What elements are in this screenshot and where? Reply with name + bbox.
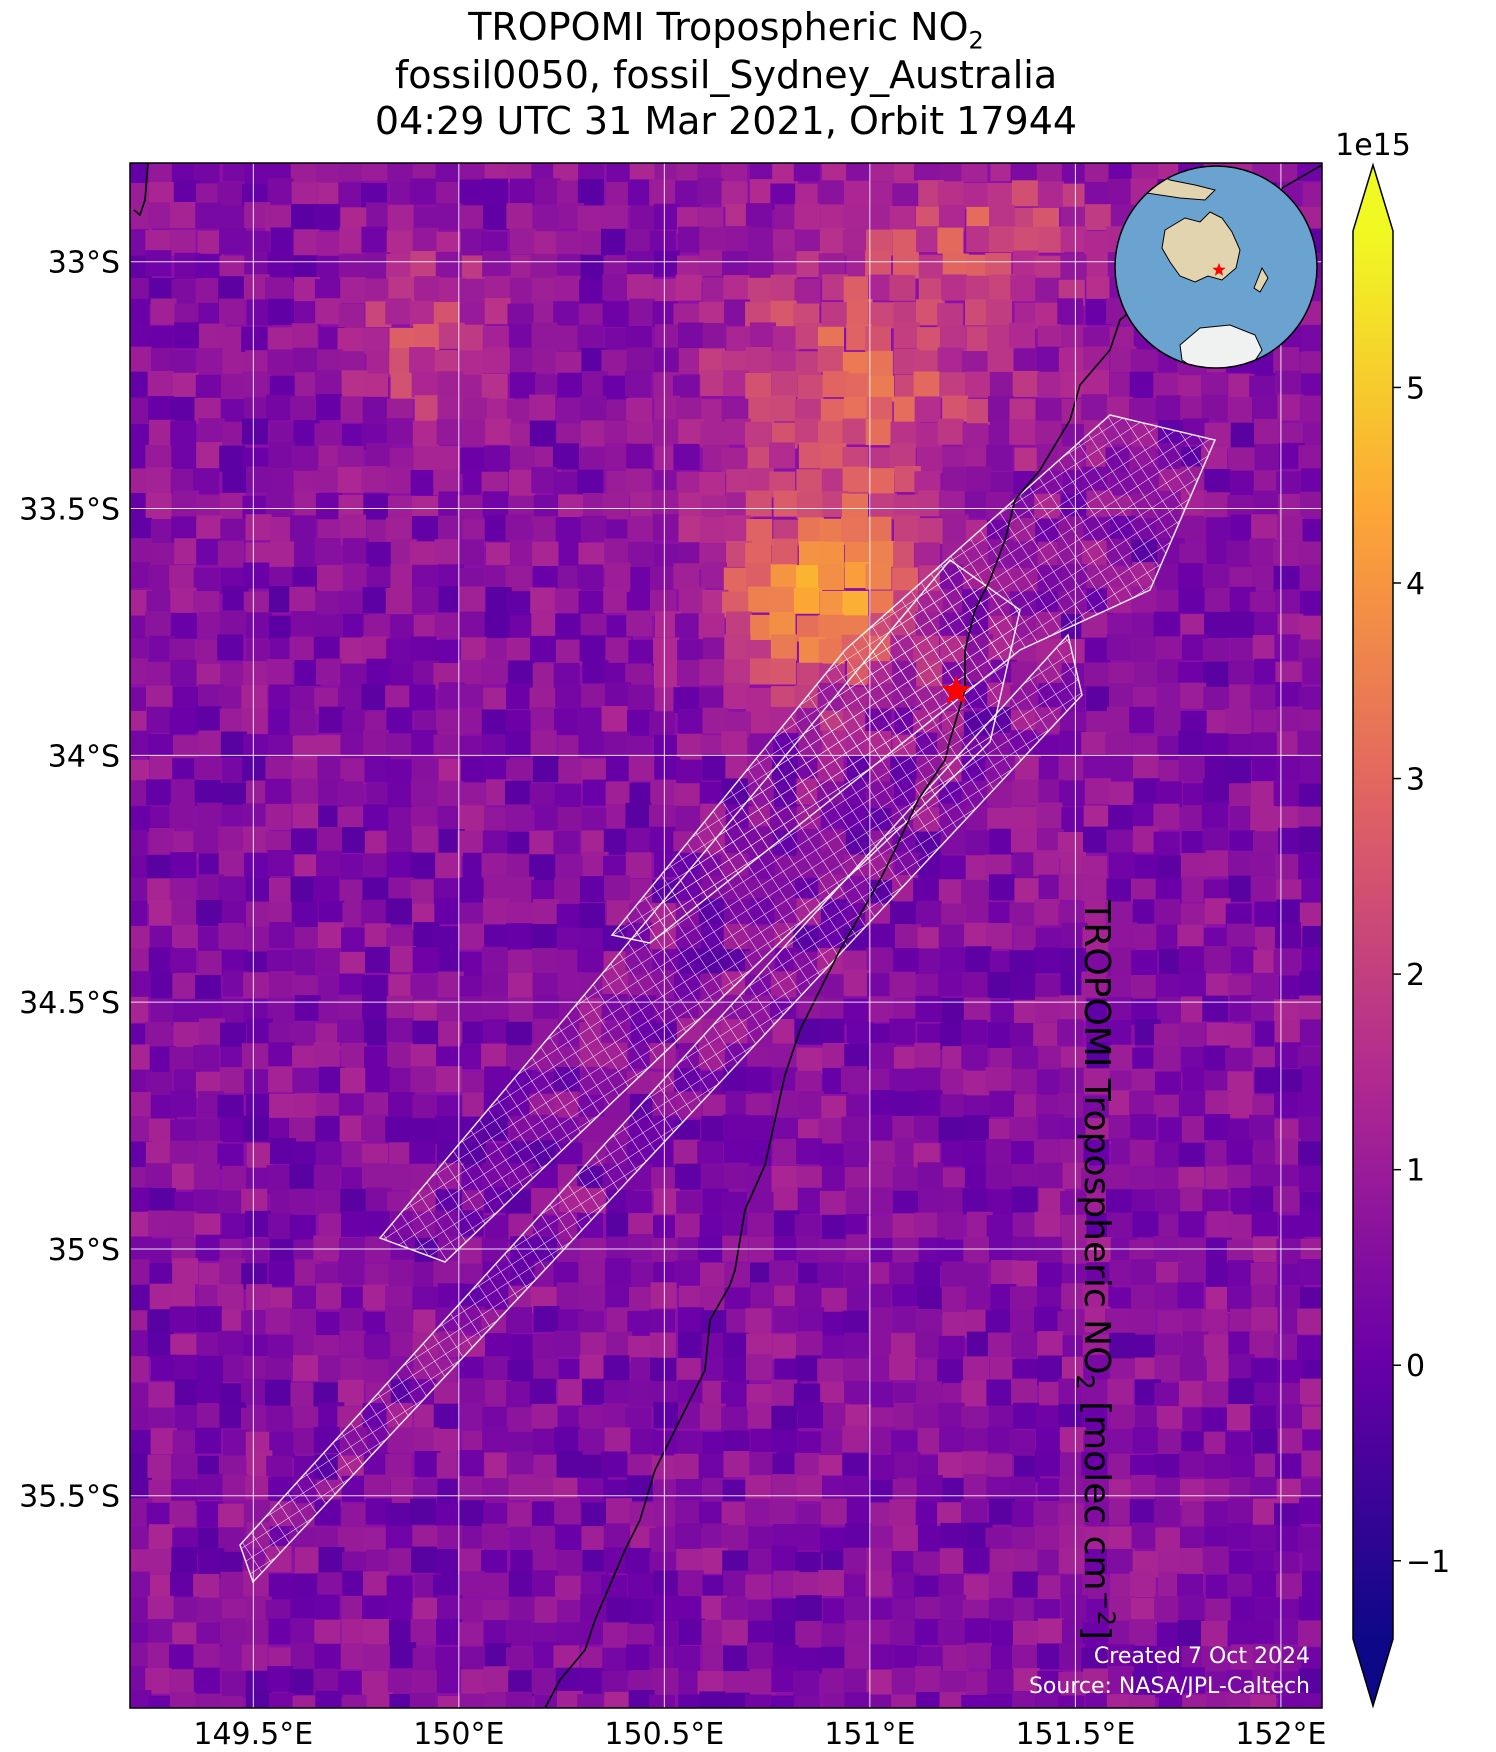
lon-tick-label: 150°E: [413, 1717, 504, 1752]
colorbar-min-extension: [1353, 1639, 1393, 1706]
lon-tick-label: 149.5°E: [193, 1717, 313, 1752]
graticule: [130, 163, 1322, 1708]
chart-title-line1: TROPOMI Tropospheric NO2: [468, 5, 984, 55]
chart-title-line2: fossil0050, fossil_Sydney_Australia: [394, 53, 1058, 97]
colorbar-max-extension: [1353, 165, 1393, 231]
globe-target-star: [1212, 263, 1226, 276]
globe-new-zealand: [1253, 266, 1269, 293]
lon-tick-label: 150.5°E: [604, 1717, 724, 1752]
lat-tick-label: 35°S: [48, 1233, 120, 1268]
colorbar-body: [1353, 231, 1393, 1639]
credit-source: Source: NASA/JPL-Caltech: [1029, 1674, 1310, 1699]
map-frame: [129, 162, 1323, 1709]
colorbar-ticks: −1 0 1 2 3 4 5: [1393, 371, 1450, 1580]
latitude-axis: 33°S 33.5°S 34°S 34.5°S 35°S 35.5°S: [19, 246, 120, 1515]
globe-australia: [1161, 211, 1241, 283]
lon-tick-label: 151.5°E: [1015, 1717, 1135, 1752]
colorbar-tick-label: 1: [1406, 1154, 1425, 1189]
colorbar-tick-label: 3: [1406, 763, 1425, 798]
lat-tick-label: 33°S: [48, 246, 120, 281]
coastline-west-fragment: [130, 163, 149, 217]
credit-created: Created 7 Oct 2024: [1094, 1644, 1310, 1669]
lon-tick-label: 152°E: [1235, 1717, 1326, 1752]
lat-tick-label: 34°S: [48, 739, 120, 774]
longitude-axis: 149.5°E 150°E 150.5°E 151°E 151.5°E 152°E: [193, 1717, 1326, 1752]
colorbar-label: TROPOMI Tropospheric NO2 [molec cm−2]: [1071, 900, 1121, 1640]
lat-tick-label: 34.5°S: [19, 986, 120, 1021]
colorbar: −1 0 1 2 3 4 5 1e15: [1335, 128, 1450, 1709]
colorbar-tick-label: 4: [1406, 567, 1425, 602]
colorbar-tick-label: 2: [1406, 958, 1425, 993]
colorbar-tick-label: 5: [1406, 371, 1425, 406]
colorbar-tick-label: 0: [1406, 1349, 1425, 1384]
inset-globe: [1114, 165, 1318, 369]
lon-tick-label: 151°E: [824, 1717, 915, 1752]
colorbar-multiplier: 1e15: [1335, 128, 1411, 163]
lat-tick-label: 35.5°S: [19, 1480, 120, 1515]
target-location-star: [941, 675, 972, 705]
colorbar-tick-label: −1: [1406, 1545, 1450, 1580]
lat-tick-label: 33.5°S: [19, 493, 120, 528]
coastline: [544, 164, 1322, 1708]
chart-title-line3: 04:29 UTC 31 Mar 2021, Orbit 17944: [374, 99, 1078, 143]
swath-grid-overlay: [239, 414, 1217, 1584]
